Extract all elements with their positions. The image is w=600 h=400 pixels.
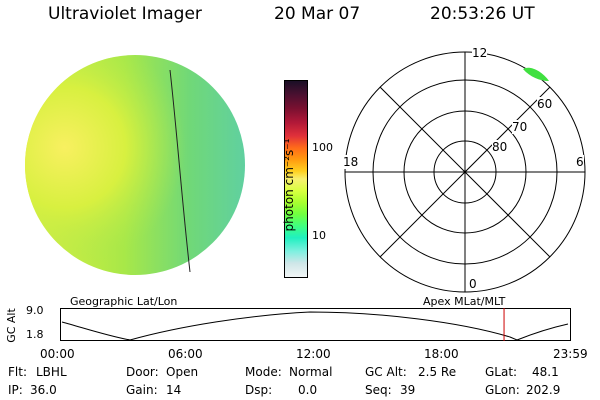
polar-label-0: 0 (469, 277, 477, 291)
status-mode-value: Normal (289, 365, 333, 379)
status-gcalt-value: 2.5 Re (418, 365, 457, 379)
uv-earth-image (25, 55, 245, 275)
status-flt-value: LBHL (36, 365, 67, 379)
status-mode-key: Mode: (245, 365, 282, 379)
status-glat-value: 48.1 (532, 365, 559, 379)
status-gcalt-key: GC Alt: (365, 365, 407, 379)
status-gain-key: Gain: (126, 383, 158, 397)
polar-label-12: 12 (472, 46, 488, 60)
status-door-key: Door: (126, 365, 159, 379)
colorbar-tick-100: 100 (312, 141, 333, 154)
timeline-tick-0600: 06:00 (168, 347, 203, 361)
timeline-y-title: GC Alt (4, 308, 18, 343)
timeline-right-caption: Apex MLat/MLT (423, 295, 506, 308)
timeline-left-caption: Geographic Lat/Lon (70, 295, 178, 308)
status-ip-value: 36.0 (30, 383, 57, 397)
colorbar (284, 80, 308, 278)
timeline-y-min: 1.8 (26, 328, 44, 341)
status-seq-value: 39 (400, 383, 416, 397)
status-seq-key: Seq: (365, 383, 392, 397)
dayside-glow (25, 55, 245, 275)
status-glon-key: GLon: (485, 383, 520, 397)
status-row-2: IP: 36.0 Gain: 14 Dsp: 0.0 Seq: 39 GLon:… (8, 383, 598, 399)
timeline-tick-0000: 00:00 (40, 347, 75, 361)
altitude-curve (61, 311, 569, 341)
timeline-y-max: 9.0 (26, 304, 44, 317)
status-glon-value: 202.9 (526, 383, 561, 397)
timeline-frame (60, 308, 571, 341)
altitude-timeline (60, 308, 571, 341)
terminator-line (169, 69, 191, 273)
polar-label-6: 6 (576, 155, 584, 169)
polar-plot (344, 51, 586, 293)
colorbar-tick-10: 10 (312, 229, 326, 242)
status-row-1: Flt: LBHL Door: Open Mode: Normal GC Alt… (8, 365, 598, 381)
status-gain-value: 14 (166, 383, 182, 397)
timeline-tick-1200: 12:00 (296, 347, 331, 361)
status-door-value: Open (166, 365, 199, 379)
colorbar-unit-label: photon cm⁻²s⁻¹ (282, 138, 296, 232)
app-title: Ultraviolet Imager (48, 4, 202, 24)
polar-lat-80: 80 (492, 140, 508, 154)
polar-diagonal-2 (379, 86, 551, 258)
timeline-tick-1800: 18:00 (424, 347, 459, 361)
timeline-tick-2359: 23:59 (553, 347, 588, 361)
polar-label-18: 18 (343, 155, 359, 169)
status-dsp-key: Dsp: (245, 383, 273, 397)
polar-lat-60: 60 (537, 97, 553, 111)
status-dsp-value: 0.0 (298, 383, 318, 397)
status-flt-key: Flt: (8, 365, 27, 379)
time-label: 20:53:26 UT (430, 4, 535, 24)
status-ip-key: IP: (8, 383, 23, 397)
auroral-highlight (523, 67, 549, 81)
polar-lat-70: 70 (512, 120, 528, 134)
date-label: 20 Mar 07 (274, 4, 361, 24)
status-glat-key: GLat: (485, 365, 518, 379)
